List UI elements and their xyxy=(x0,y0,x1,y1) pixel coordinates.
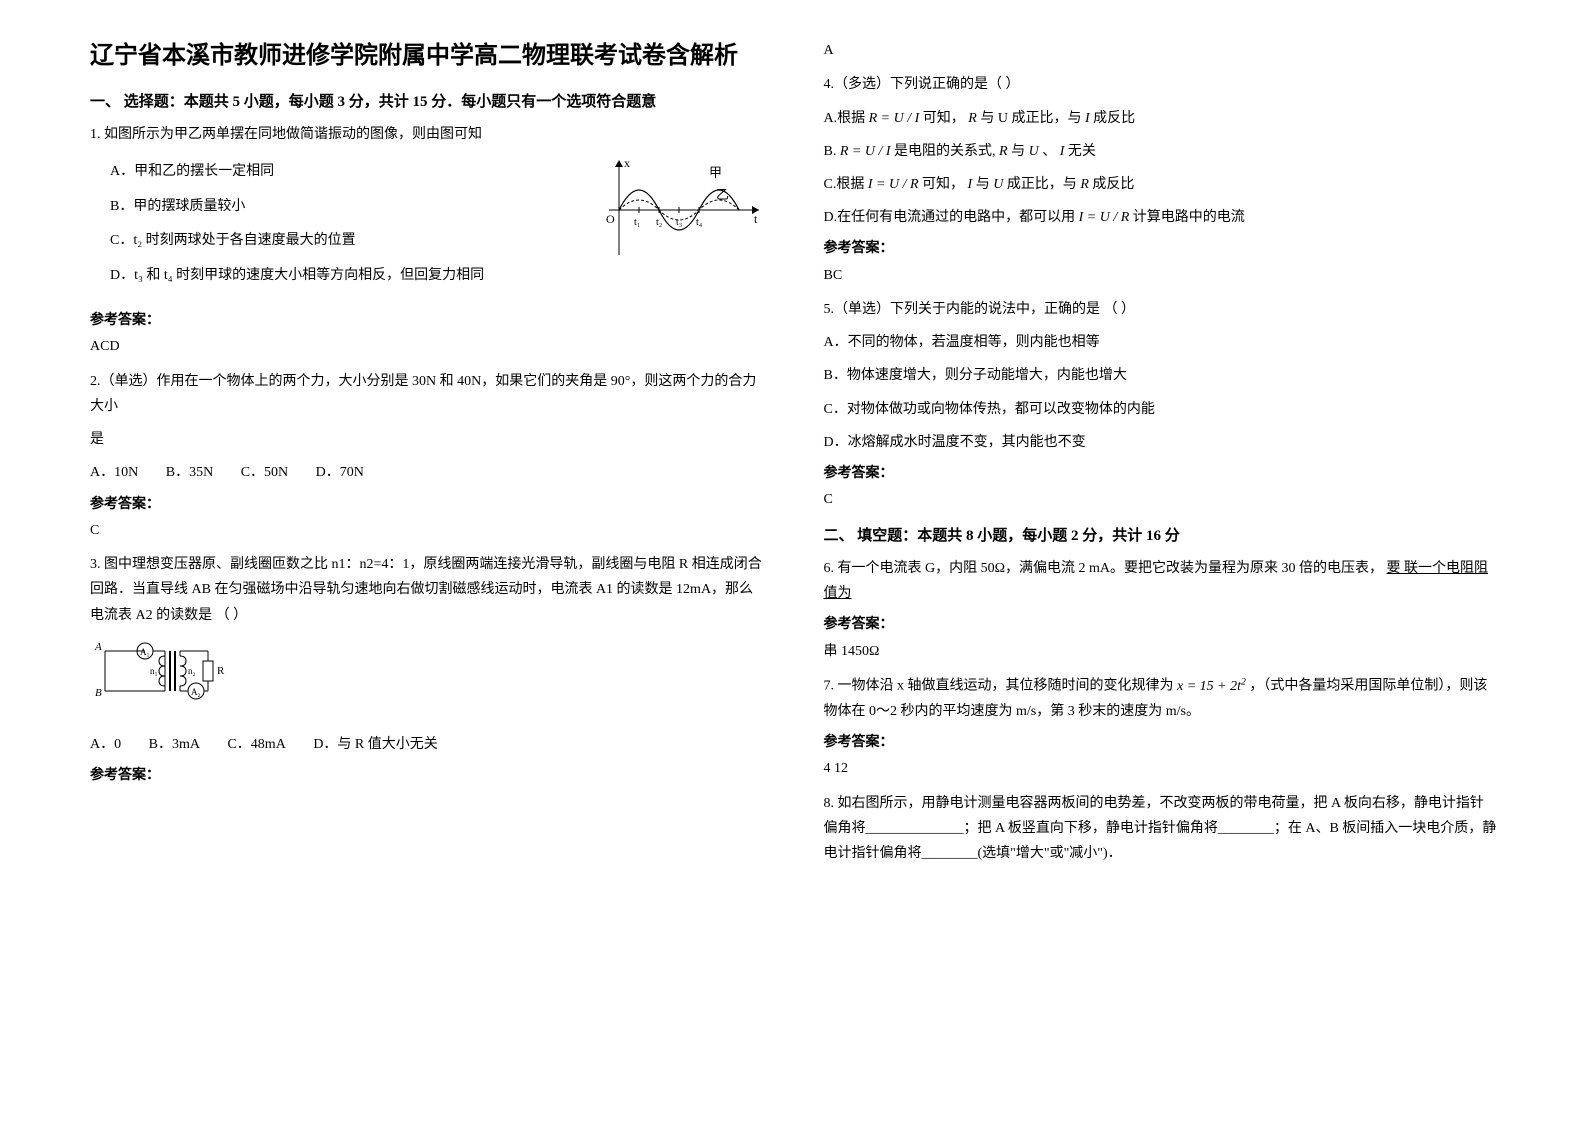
q2-optB: B．35N xyxy=(166,460,213,485)
q4-optA-pre: A.根据 xyxy=(824,111,866,126)
q4-optD-pre: D.在任何有电流通过的电路中，都可以用 xyxy=(824,210,1076,225)
q4-optC-i: I xyxy=(968,177,973,192)
q4-optA-i: I xyxy=(1085,111,1090,126)
q4-optA-r: R xyxy=(968,111,977,126)
q4-formula-rui-1: R = U / I xyxy=(869,111,920,126)
q4-optA: A.根据 R = U / I 可知， R 与 U 成正比，与 I 成反比 xyxy=(824,106,1498,131)
q4-optA-t4: 成反比 xyxy=(1093,111,1135,126)
q1-answer: ACD xyxy=(90,336,764,358)
svg-text:A: A xyxy=(94,641,102,653)
q6-answer-label: 参考答案： xyxy=(824,614,1498,636)
q3-optA: A．0 xyxy=(90,732,121,757)
q2-optA: A．10N xyxy=(90,460,138,485)
q3-stem: 3. 图中理想变压器原、副线圈匝数之比 n1：n2=4：1，原线圈两端连接光滑导… xyxy=(90,552,764,628)
q4-optA-t2: 与 U 成正比，与 xyxy=(980,111,1085,126)
q4-optB-mid: 是电阻的关系式, xyxy=(894,144,996,159)
q8-stem: 8. 如右图所示，用静电计测量电容器两板间的电势差，不改变两板的带电荷量，把 A… xyxy=(824,791,1498,867)
svg-text:t₃: t₃ xyxy=(676,217,682,228)
left-column: 辽宁省本溪市教师进修学院附属中学高二物理联考试卷含解析 一、 选择题：本题共 5… xyxy=(60,40,794,1082)
q7-stem-a: 7. 一物体沿 x 轴做直线运动，其位移随时间的变化规律为 xyxy=(824,679,1174,694)
q5-optA: A．不同的物体，若温度相等，则内能也相等 xyxy=(824,330,1498,355)
q1-stem: 1. 如图所示为甲乙两单摆在同地做简谐振动的图像，则由图可知 xyxy=(90,122,764,147)
q7-formula: x = 15 + 2t2 xyxy=(1177,679,1246,694)
q4-formula-iur-2: I = U / R xyxy=(1079,210,1130,225)
q4-answer-label: 参考答案： xyxy=(824,238,1498,260)
q4-optD-post: 计算电路中的电流 xyxy=(1133,210,1245,225)
q6: 6. 有一个电流表 G，内阻 50Ω，满偏电流 2 mA。要把它改装为量程为原来… xyxy=(824,556,1498,606)
q4-formula-rui-2: R = U / I xyxy=(840,144,891,159)
q2-optD: D．70N xyxy=(316,460,364,485)
q7-answer: 4 12 xyxy=(824,758,1498,780)
q4-optC-with: 与 xyxy=(976,177,994,192)
q4-optB-tail: 无关 xyxy=(1068,144,1096,159)
svg-text:R: R xyxy=(217,665,225,677)
q4-optD: D.在任何有电流通过的电路中，都可以用 I = U / R 计算电路中的电流 xyxy=(824,205,1498,230)
q5-stem: 5.（单选）下列关于内能的说法中，正确的是 （ ） xyxy=(824,297,1498,322)
q4-stem: 4.（多选）下列说正确的是（ ） xyxy=(824,72,1498,97)
svg-text:n₂: n₂ xyxy=(188,666,196,676)
q3-answer: A xyxy=(824,40,1498,62)
q7-answer-label: 参考答案： xyxy=(824,732,1498,754)
svg-text:A₂: A₂ xyxy=(191,687,201,697)
q4-optC-prop: 成正比，与 xyxy=(1007,177,1081,192)
q2-optC: C．50N xyxy=(241,460,288,485)
q5-answer: C xyxy=(824,489,1498,511)
svg-text:n₁: n₁ xyxy=(150,666,158,676)
q4-optB-u: U xyxy=(1029,144,1039,159)
q4-optB-with: 与 xyxy=(1011,144,1029,159)
q2-options: A．10N B．35N C．50N D．70N xyxy=(90,460,764,485)
q1-figure: x t O 甲 乙 t₁ t₂ t₃ t₄ xyxy=(594,155,764,265)
q6-stem-a: 6. 有一个电流表 G，内阻 50Ω，满偏电流 2 mA。要把它改装为量程为原来… xyxy=(824,561,1384,576)
q5-optC: C．对物体做功或向物体传热，都可以改变物体的内能 xyxy=(824,397,1498,422)
q3-optB: B．3mA xyxy=(149,732,200,757)
svg-text:A₁: A₁ xyxy=(140,647,150,657)
q4-optC-tail: 成反比 xyxy=(1092,177,1134,192)
q1-optD: D．t₃ 和 t₄ 时刻甲球的速度大小相等方向相反，但回复力相同 xyxy=(110,261,764,292)
q4-optA-post: 可知， xyxy=(923,111,969,126)
document-title: 辽宁省本溪市教师进修学院附属中学高二物理联考试卷含解析 xyxy=(90,40,764,74)
label-yi: 乙 xyxy=(716,187,729,202)
q5-answer-label: 参考答案： xyxy=(824,463,1498,485)
q4-optB-pre: B. xyxy=(824,144,840,159)
q4-optB-sep: 、 xyxy=(1042,144,1056,159)
q3-options: A．0 B．3mA C．48mA D．与 R 值大小无关 xyxy=(90,732,764,757)
section2-heading: 二、 填空题：本题共 8 小题，每小题 2 分，共计 16 分 xyxy=(824,524,1498,548)
label-jia: 甲 xyxy=(709,165,722,180)
axis-x-label: x xyxy=(624,156,630,170)
axis-t-label: t xyxy=(754,212,758,226)
q4-optB-i: I xyxy=(1060,144,1065,159)
q5-optD: D．冰熔解成水时温度不变，其内能也不变 xyxy=(824,430,1498,455)
q2-answer-label: 参考答案： xyxy=(90,494,764,516)
right-column: A 4.（多选）下列说正确的是（ ） A.根据 R = U / I 可知， R … xyxy=(794,40,1528,1082)
q7: 7. 一物体沿 x 轴做直线运动，其位移随时间的变化规律为 x = 15 + 2… xyxy=(824,673,1498,724)
q2-answer: C xyxy=(90,520,764,542)
q4-optB-r: R xyxy=(999,144,1008,159)
q4-optC: C.根据 I = U / R 可知， I 与 U 成正比，与 R 成反比 xyxy=(824,172,1498,197)
svg-text:t₁: t₁ xyxy=(634,217,640,228)
q5-optB: B．物体速度增大，则分子动能增大，内能也增大 xyxy=(824,363,1498,388)
origin-label: O xyxy=(606,212,615,226)
q3-answer-label: 参考答案： xyxy=(90,765,764,787)
q4-optC-mid: 可知， xyxy=(922,177,968,192)
q2-stem: 2.（单选）作用在一个物体上的两个力，大小分别是 30N 和 40N，如果它们的… xyxy=(90,369,764,419)
q4-answer: BC xyxy=(824,265,1498,287)
q4-optC-r: R xyxy=(1080,177,1089,192)
q3-figure: A A₁ n₁ n₂ R A₂ B xyxy=(90,636,764,724)
q6-answer: 串 1450Ω xyxy=(824,641,1498,663)
q3-optC: C．48mA xyxy=(227,732,285,757)
q3-optD: D．与 R 值大小无关 xyxy=(313,732,437,757)
q4-optB: B. R = U / I 是电阻的关系式, R 与 U 、 I 无关 xyxy=(824,139,1498,164)
q2-stem2: 是 xyxy=(90,427,764,452)
q4-formula-iur-1: I = U / R xyxy=(868,177,919,192)
section1-heading: 一、 选择题：本题共 5 小题，每小题 3 分，共计 15 分．每小题只有一个选… xyxy=(90,90,764,114)
q1-answer-label: 参考答案： xyxy=(90,310,764,332)
q4-optC-pre: C.根据 xyxy=(824,177,865,192)
q4-optC-u: U xyxy=(993,177,1003,192)
svg-text:t₂: t₂ xyxy=(656,217,662,228)
svg-text:t₄: t₄ xyxy=(696,217,703,228)
svg-text:B: B xyxy=(95,687,102,699)
